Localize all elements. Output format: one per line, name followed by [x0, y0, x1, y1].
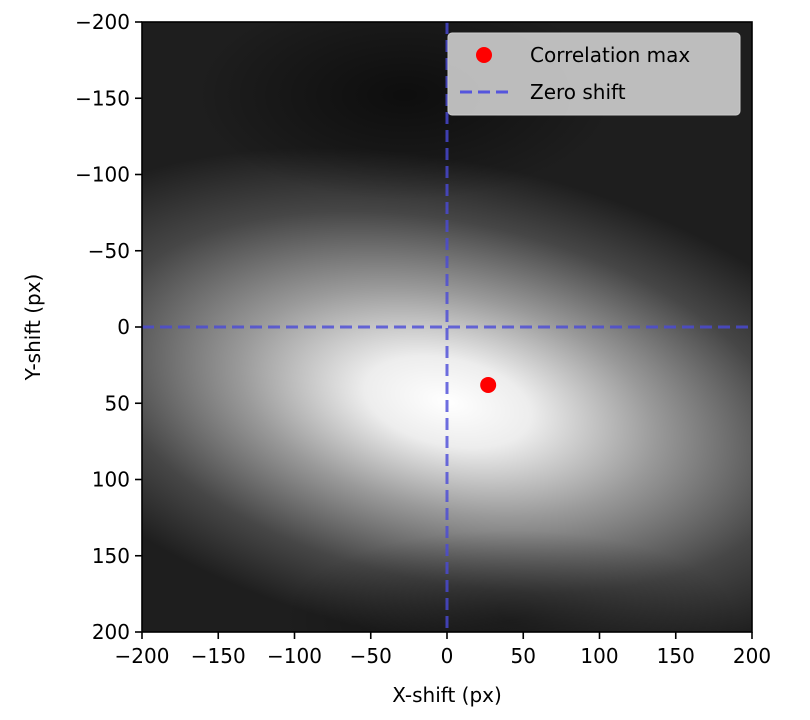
y-tick-label: −150 [75, 86, 130, 110]
y-tick-label: 100 [92, 468, 130, 492]
y-tick-label: 50 [105, 391, 130, 415]
legend-label-correlation-max: Correlation max [530, 43, 690, 67]
legend: Correlation max Zero shift [447, 32, 741, 116]
y-axis-title: Y-shift (px) [21, 274, 45, 382]
legend-box [447, 32, 741, 116]
y-axis-ticks: −200 −150 −100 −50 0 50 100 150 200 [75, 10, 142, 644]
y-tick-label: 0 [117, 315, 130, 339]
y-tick-label: −100 [75, 163, 130, 187]
x-tick-label: 200 [733, 644, 771, 668]
x-tick-label: 100 [580, 644, 618, 668]
legend-label-zero-shift: Zero shift [530, 80, 626, 104]
y-tick-label: −200 [75, 10, 130, 34]
y-tick-label: 150 [92, 544, 130, 568]
x-tick-label: −50 [350, 644, 392, 668]
heatmap-layer [142, 22, 752, 632]
correlation-max-point [480, 376, 497, 393]
x-tick-label: 0 [441, 644, 454, 668]
x-axis-ticks: −200 −150 −100 −50 0 50 100 150 200 [115, 632, 771, 668]
legend-marker-correlation-max [476, 47, 492, 63]
x-tick-label: −200 [115, 644, 170, 668]
y-tick-label: −50 [88, 239, 130, 263]
x-tick-label: 150 [657, 644, 695, 668]
x-tick-label: 50 [511, 644, 536, 668]
x-tick-label: −150 [191, 644, 246, 668]
x-tick-label: −100 [267, 644, 322, 668]
y-tick-label: 200 [92, 620, 130, 644]
x-axis-title: X-shift (px) [392, 683, 502, 707]
